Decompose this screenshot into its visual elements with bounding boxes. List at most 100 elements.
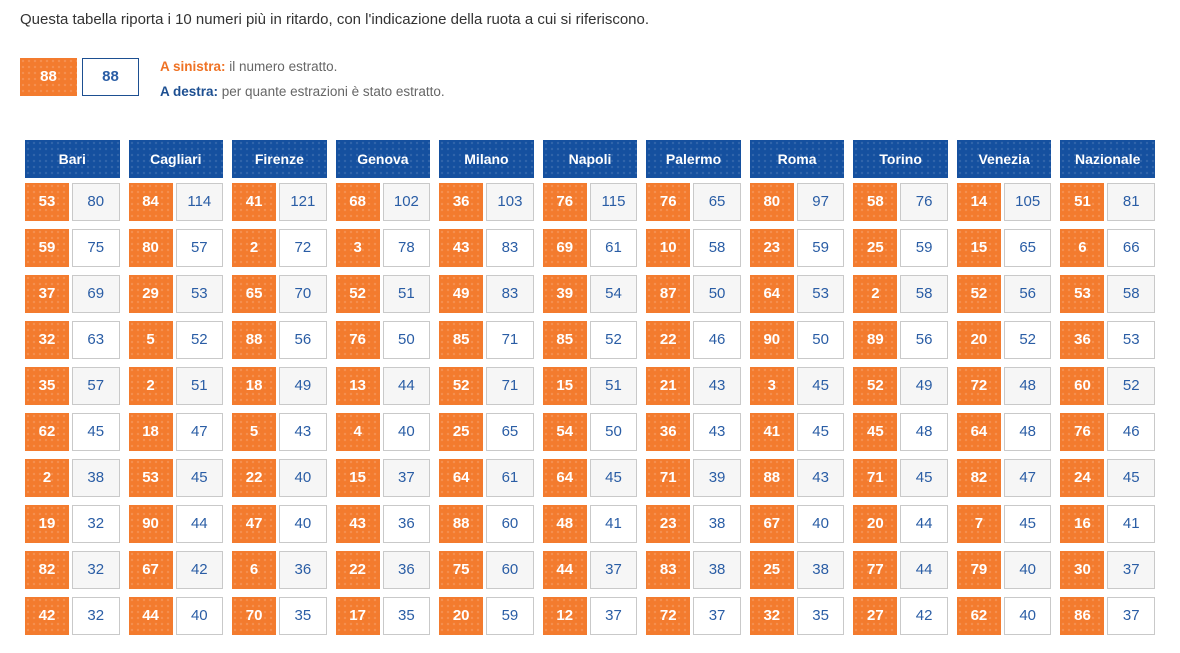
cell-palermo-rank8: 23 38 (646, 505, 741, 543)
delay-count: 52 (175, 321, 224, 359)
cell-firenze-rank8: 47 40 (232, 505, 327, 543)
drawn-number: 21 (646, 367, 691, 405)
drawn-number: 41 (749, 413, 794, 451)
wheel-header-genova: Genova (335, 140, 431, 178)
cell-roma-rank8: 67 40 (749, 505, 845, 543)
cell-genova-rank8: 43 36 (335, 505, 431, 543)
drawn-number: 15 (542, 367, 587, 405)
cell-genova-rank6: 4 40 (335, 413, 431, 451)
drawn-number: 52 (335, 275, 380, 313)
drawn-number: 39 (542, 275, 587, 313)
drawn-number: 18 (232, 367, 277, 405)
delay-count: 59 (796, 229, 845, 267)
cell-venezia-rank3: 52 56 (956, 275, 1052, 313)
drawn-number: 22 (646, 321, 691, 359)
delay-count: 40 (1003, 597, 1052, 635)
drawn-number: 10 (646, 229, 691, 267)
cell-genova-rank1: 68 102 (335, 183, 431, 221)
drawn-number: 17 (335, 597, 380, 635)
drawn-number: 85 (542, 321, 587, 359)
delay-count: 42 (175, 551, 224, 589)
cell-bari-rank2: 59 75 (25, 229, 120, 267)
delay-count: 54 (589, 275, 638, 313)
drawn-number: 60 (1060, 367, 1105, 405)
drawn-number: 41 (232, 183, 277, 221)
drawn-number: 90 (128, 505, 173, 543)
wheel-header-milano: Milano (439, 140, 534, 178)
wheel-header-palermo: Palermo (646, 140, 741, 178)
cell-firenze-rank9: 6 36 (232, 551, 327, 589)
delay-count: 60 (486, 551, 534, 589)
legend-left-text: il numero estratto. (229, 59, 338, 74)
delay-count: 37 (589, 597, 638, 635)
delay-count: 75 (72, 229, 120, 267)
delay-count: 49 (900, 367, 948, 405)
wheel-header-roma: Roma (749, 140, 845, 178)
cell-nazionale-rank8: 16 41 (1060, 505, 1155, 543)
delay-count: 43 (279, 413, 327, 451)
delay-count: 58 (1107, 275, 1155, 313)
cell-napoli-rank2: 69 61 (542, 229, 638, 267)
drawn-number: 84 (128, 183, 173, 221)
delay-count: 70 (279, 275, 327, 313)
cell-cagliari-rank2: 80 57 (128, 229, 224, 267)
delay-count: 83 (486, 275, 534, 313)
drawn-number: 14 (956, 183, 1001, 221)
drawn-number: 5 (128, 321, 173, 359)
drawn-number: 2 (232, 229, 277, 267)
delay-count: 52 (1003, 321, 1052, 359)
cell-bari-rank7: 2 38 (25, 459, 120, 497)
delay-count: 48 (900, 413, 948, 451)
drawn-number: 16 (1060, 505, 1105, 543)
drawn-number: 67 (749, 505, 794, 543)
cell-genova-rank3: 52 51 (335, 275, 431, 313)
delay-count: 83 (486, 229, 534, 267)
cell-napoli-rank3: 39 54 (542, 275, 638, 313)
drawn-number: 65 (232, 275, 277, 313)
drawn-number: 76 (1060, 413, 1105, 451)
cell-torino-rank10: 27 42 (853, 597, 948, 635)
delay-count: 72 (279, 229, 327, 267)
drawn-number: 76 (335, 321, 380, 359)
drawn-number: 68 (335, 183, 380, 221)
cell-genova-rank9: 22 36 (335, 551, 431, 589)
cell-nazionale-rank3: 53 58 (1060, 275, 1155, 313)
cell-napoli-rank6: 54 50 (542, 413, 638, 451)
delay-count: 65 (693, 183, 741, 221)
delay-count: 43 (796, 459, 845, 497)
cell-venezia-rank2: 15 65 (956, 229, 1052, 267)
delay-count: 102 (382, 183, 431, 221)
cell-firenze-rank1: 41 121 (232, 183, 327, 221)
drawn-number: 24 (1060, 459, 1105, 497)
drawn-number: 85 (439, 321, 484, 359)
legend-description: A sinistra: il numero estratto. A destra… (160, 57, 445, 107)
delay-count: 45 (1107, 459, 1155, 497)
delay-count: 37 (1107, 597, 1155, 635)
cell-bari-rank6: 62 45 (25, 413, 120, 451)
delay-count: 37 (1107, 551, 1155, 589)
drawn-number: 75 (439, 551, 484, 589)
cell-palermo-rank9: 83 38 (646, 551, 741, 589)
drawn-number: 89 (853, 321, 898, 359)
drawn-number: 15 (956, 229, 1001, 267)
drawn-number: 35 (25, 367, 69, 405)
cell-napoli-rank5: 15 51 (542, 367, 638, 405)
delay-count: 61 (486, 459, 534, 497)
drawn-number: 53 (1060, 275, 1105, 313)
cell-venezia-rank1: 14 105 (956, 183, 1052, 221)
drawn-number: 62 (956, 597, 1001, 635)
delay-count: 97 (796, 183, 845, 221)
wheel-header-napoli: Napoli (542, 140, 638, 178)
drawn-number: 53 (128, 459, 173, 497)
delay-count: 59 (900, 229, 948, 267)
cell-milano-rank5: 52 71 (439, 367, 534, 405)
delay-count: 69 (72, 275, 120, 313)
delay-count: 78 (382, 229, 431, 267)
cell-firenze-rank5: 18 49 (232, 367, 327, 405)
drawn-number: 44 (128, 597, 173, 635)
cell-napoli-rank7: 64 45 (542, 459, 638, 497)
cell-napoli-rank1: 76 115 (542, 183, 638, 221)
delay-count: 47 (175, 413, 224, 451)
delay-count: 36 (382, 505, 431, 543)
delay-count: 105 (1003, 183, 1052, 221)
